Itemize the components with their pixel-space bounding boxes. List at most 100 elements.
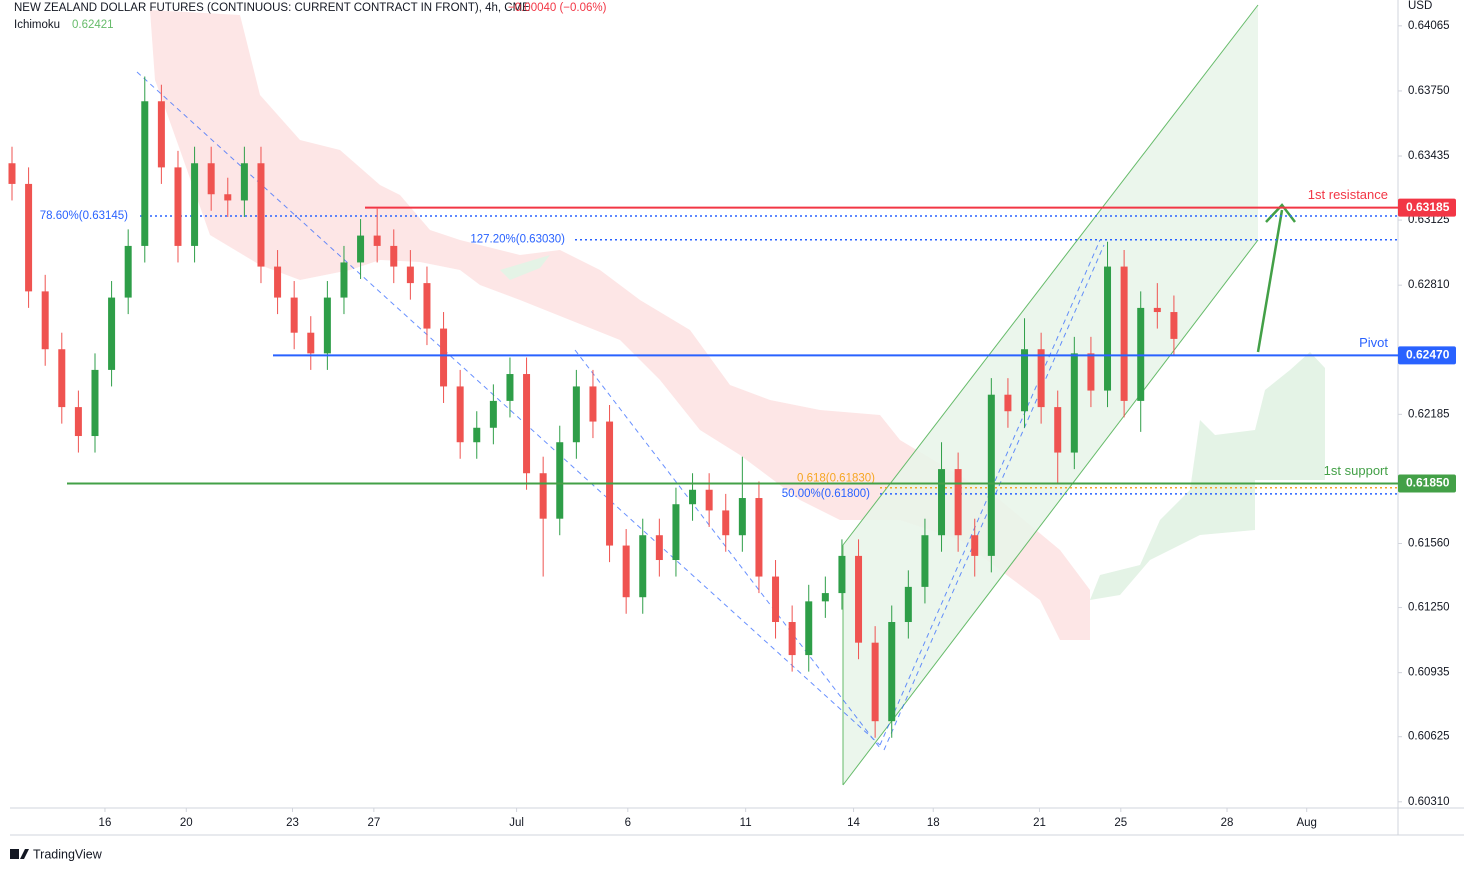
candle-body <box>1054 407 1062 453</box>
candle-body <box>938 469 946 536</box>
candle-body <box>523 374 531 474</box>
candle-body <box>539 473 547 519</box>
fib-label: 127.20%(0.63030) <box>470 234 565 246</box>
candle-body <box>672 504 680 561</box>
y-tick-label: 0.64065 <box>1408 20 1450 32</box>
brand: TradingView <box>33 847 103 861</box>
candle-body <box>108 297 116 370</box>
candle-body <box>25 183 33 292</box>
candle-body <box>141 101 149 246</box>
candle-body <box>1037 349 1045 408</box>
candle-body <box>655 535 663 561</box>
price-tag <box>1398 474 1456 493</box>
candle-body <box>954 469 962 536</box>
y-tick-label: 0.60310 <box>1408 796 1450 808</box>
candle-body <box>506 374 514 401</box>
candle-body <box>224 194 232 201</box>
fib-label: 78.60%(0.63145) <box>40 210 128 222</box>
candle-body <box>157 101 165 168</box>
candle-body <box>805 601 813 656</box>
candle-body <box>423 283 431 329</box>
candle-body <box>589 386 597 422</box>
candle-body <box>838 555 846 594</box>
x-tick-label: 27 <box>367 817 380 829</box>
candle-body <box>124 245 132 298</box>
candle-body <box>340 262 348 298</box>
candle-body <box>788 622 796 656</box>
candle-body <box>689 489 697 505</box>
candle-body <box>390 245 398 267</box>
y-tick-label: 0.60625 <box>1408 731 1450 743</box>
x-tick-label: Aug <box>1296 817 1316 829</box>
arrow <box>1256 209 1284 353</box>
candle-body <box>1170 312 1178 339</box>
candle-body <box>207 163 215 195</box>
x-tick-label: 20 <box>180 817 193 829</box>
x-tick-label: 11 <box>740 817 752 829</box>
channel-fill <box>843 5 1258 785</box>
x-tick-label: 14 <box>847 817 860 829</box>
candle-body <box>74 407 82 437</box>
y-tick-label: 0.62185 <box>1408 408 1450 420</box>
price-tag <box>1398 346 1456 365</box>
candle-body <box>755 498 763 577</box>
candle-body <box>290 297 298 333</box>
candle-body <box>1104 266 1112 391</box>
candle-body <box>91 369 99 437</box>
candle-body <box>556 442 564 519</box>
y-tick-label: 0.63435 <box>1408 150 1450 162</box>
y-tick-label: 0.63125 <box>1408 214 1450 226</box>
candle-body <box>8 163 16 184</box>
x-tick-label: 25 <box>1114 817 1127 829</box>
level-name: 1st resistance <box>1308 187 1388 202</box>
candle-body <box>987 394 995 556</box>
fib-label: 0.618(0.61830) <box>797 473 875 485</box>
price-change: −0.00040 (−0.06%) <box>508 2 607 14</box>
candle-body <box>323 297 331 354</box>
ichimoku-cloud-green <box>500 255 550 280</box>
candle-body <box>738 498 746 536</box>
x-tick-label: 16 <box>99 817 112 829</box>
candle-body <box>921 535 929 587</box>
indicator-name: Ichimoku <box>14 19 60 31</box>
x-tick-label: Jul <box>509 817 524 829</box>
candle-body <box>406 266 414 284</box>
price-tag-label: 0.61850 <box>1406 476 1450 490</box>
candle-body <box>1070 353 1078 453</box>
candle-body <box>274 266 282 298</box>
candle-body <box>257 163 265 267</box>
price-tag-label: 0.62470 <box>1406 348 1450 362</box>
y-tick-label: 0.61560 <box>1408 538 1450 550</box>
y-tick-label: 0.60935 <box>1408 667 1450 679</box>
candle-body <box>240 163 248 201</box>
trend-lines <box>136 71 1105 751</box>
candle-body <box>1087 353 1095 391</box>
currency: USD <box>1408 0 1432 12</box>
candle-body <box>473 427 481 443</box>
candle-body <box>855 555 863 643</box>
candle-body <box>58 349 66 408</box>
candle-body <box>904 586 912 623</box>
y-tick-label: 0.61250 <box>1408 602 1450 614</box>
candle-body <box>174 167 182 246</box>
x-tick-label: 18 <box>927 817 940 829</box>
candle-body <box>971 535 979 556</box>
ichimoku-cloud-green <box>1090 352 1325 600</box>
price-tag <box>1398 198 1456 217</box>
fib-label: 50.00%(0.61800) <box>782 488 870 500</box>
candle-body <box>772 576 780 623</box>
candle-body <box>722 510 730 536</box>
channel-line <box>842 4 1259 546</box>
x-tick-label: 23 <box>286 817 299 829</box>
candle-body <box>821 593 829 602</box>
candle-body <box>1120 266 1128 401</box>
candle-body <box>1137 307 1145 401</box>
logo <box>10 849 29 859</box>
candle-body <box>705 489 713 511</box>
x-tick-label: 21 <box>1033 817 1046 829</box>
symbol-title: NEW ZEALAND DOLLAR FUTURES (CONTINUOUS: … <box>14 2 530 14</box>
level-name: Pivot <box>1359 335 1388 350</box>
candle-body <box>1004 394 1012 412</box>
x-tick-label: 6 <box>625 817 631 829</box>
